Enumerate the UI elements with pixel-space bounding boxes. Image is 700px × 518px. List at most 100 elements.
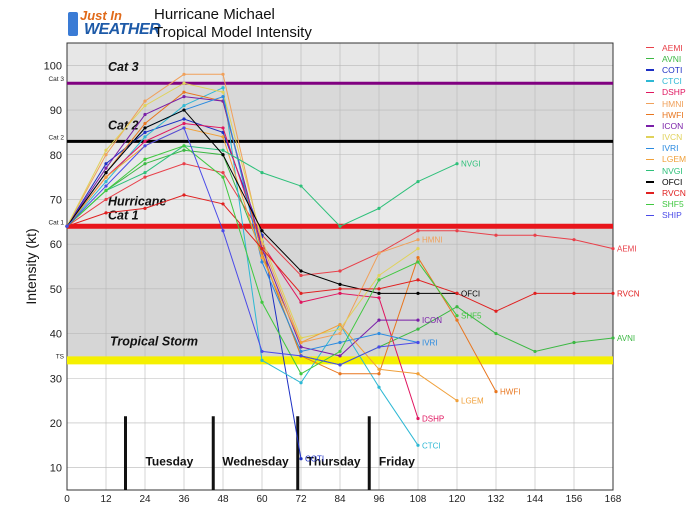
data-point-ivcn (143, 103, 147, 108)
data-point-hmni (143, 99, 147, 103)
data-point-hwfi (455, 318, 459, 322)
data-point-icon (299, 345, 303, 349)
data-point-avni (533, 349, 537, 354)
x-tick-label: 12 (100, 494, 112, 505)
data-point-ctci (182, 103, 186, 108)
data-point-shf5 (104, 188, 108, 193)
data-point-hmni (221, 72, 225, 76)
data-point-rvcn (377, 287, 381, 291)
legend-swatch (646, 181, 654, 183)
data-point-ivcn (221, 90, 225, 94)
data-point-ship (338, 363, 342, 367)
x-tick-label: 72 (295, 494, 307, 505)
legend-label: LGEM (662, 154, 687, 165)
x-tick-label: 0 (64, 494, 70, 505)
legend-item-ctci: CTCI (646, 76, 700, 87)
legend-swatch (646, 158, 654, 161)
data-point-avni (494, 331, 498, 336)
legend-item-coti: COTI (646, 64, 700, 75)
data-point-rvcn (494, 309, 498, 313)
data-point-ivri (377, 331, 381, 336)
legend-swatch (646, 46, 654, 49)
legend-label: AEMI (662, 42, 683, 53)
legend-label: OFCI (662, 176, 683, 187)
data-point-ivri (221, 95, 225, 99)
data-point-icon (104, 166, 108, 170)
data-point-dshp (377, 296, 381, 300)
data-point-lgem (338, 323, 342, 327)
data-point-coti (104, 162, 108, 166)
data-point-dshp (338, 291, 342, 295)
legend-label: COTI (662, 64, 683, 75)
legend-swatch (646, 58, 654, 60)
data-point-hmni (416, 238, 420, 242)
data-point-hwfi (182, 90, 186, 94)
data-point-rvcn (611, 291, 615, 295)
y-tick-label: 70 (50, 194, 62, 206)
data-point-nvgi (338, 224, 342, 228)
data-point-aemi (299, 273, 303, 278)
legend-label: ICON (662, 120, 684, 131)
legend-item-ofci: OFCI (646, 176, 700, 187)
end-label-hwfi: HWFI (500, 388, 520, 397)
data-point-hwfi (338, 372, 342, 376)
data-point-ship (143, 144, 147, 148)
legend-swatch (646, 69, 654, 71)
data-point-ofci (104, 171, 108, 175)
data-point-ship (182, 126, 186, 130)
data-point-ofci (416, 291, 420, 295)
data-point-icon (416, 318, 420, 322)
data-point-rvcn (260, 247, 264, 251)
data-point-ship (260, 349, 264, 354)
data-point-aemi (494, 233, 498, 237)
x-tick-label: 132 (488, 494, 505, 505)
legend-swatch (646, 114, 654, 116)
legend-item-hwfi: HWFI (646, 109, 700, 120)
data-point-hmni (338, 331, 342, 336)
x-tick-label: 60 (256, 494, 268, 505)
end-label-ctci: CTCI (422, 441, 441, 450)
legend-item-rvcn: RVCN (646, 187, 700, 198)
end-label-lgem: LGEM (461, 397, 484, 406)
y-tick-label: 50 (50, 284, 62, 296)
y-axis-label: Intensity (kt) (23, 228, 39, 304)
phone-icon (68, 12, 78, 36)
series-line-ship (66, 127, 419, 366)
data-point-ofci (182, 108, 186, 112)
y-tick-label: 20 (50, 418, 62, 430)
threshold-short-label: Cat 3 (48, 76, 64, 83)
data-point-rvcn (299, 291, 303, 295)
legend-label: IVRI (662, 143, 679, 154)
legend-item-nvgi: NVGI (646, 165, 700, 176)
data-point-shf5 (455, 314, 459, 318)
legend-swatch (646, 136, 654, 138)
data-point-icon (338, 354, 342, 358)
x-tick-label: 108 (410, 494, 427, 505)
data-point-avni (455, 305, 459, 309)
y-tick-label: 30 (50, 373, 62, 385)
data-point-avni (416, 327, 420, 331)
data-point-nvgi (455, 162, 459, 166)
end-label-aemi: AEMI (617, 245, 637, 254)
legend-label: IVCN (662, 132, 683, 143)
data-point-nvgi (143, 171, 147, 175)
data-point-ivcn (299, 336, 303, 340)
data-point-hmni (182, 72, 186, 76)
data-point-ship (299, 354, 303, 358)
threshold-short-label: Cat 1 (48, 219, 64, 226)
threshold-short-label: Cat 2 (48, 134, 64, 141)
data-point-aemi (533, 233, 537, 237)
data-point-ivcn (416, 247, 420, 251)
legend-item-aemi: AEMI (646, 42, 700, 53)
data-point-rvcn (104, 211, 108, 215)
series-line-ivcn (66, 82, 419, 339)
logo-line1: Just In (80, 8, 122, 23)
data-point-ctci (299, 381, 303, 385)
legend-item-ivcn: IVCN (646, 132, 700, 143)
end-label-icon: ICON (422, 316, 442, 325)
legend-item-avni: AVNI (646, 53, 700, 64)
data-point-avni (143, 162, 147, 166)
data-point-ivcn (338, 327, 342, 331)
plot-frame (66, 42, 614, 491)
